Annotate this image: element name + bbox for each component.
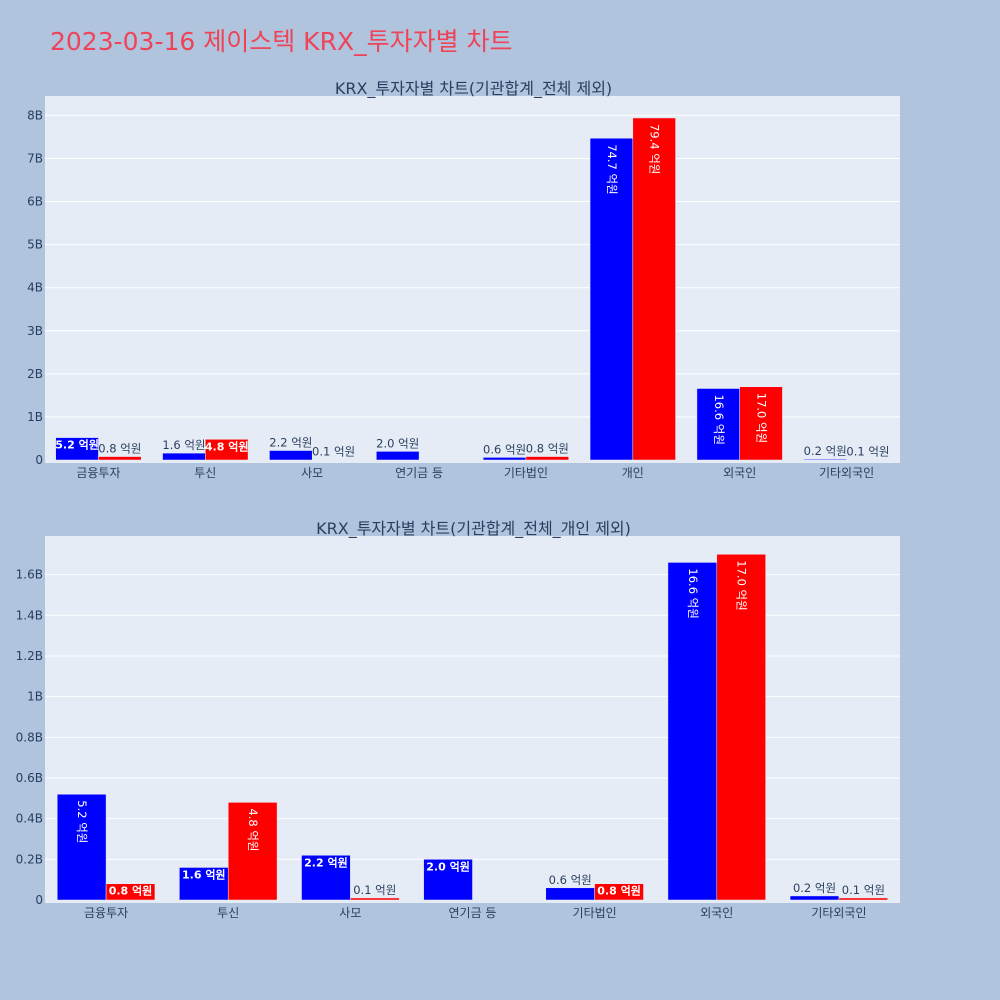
bar-data-label: 4.8 억원 <box>205 439 249 453</box>
bar-series-a <box>667 562 718 901</box>
bar-data-label: 79.4 억원 <box>648 124 662 174</box>
page-title: 2023-03-16 제이스텍 KRX_투자자별 차트 <box>50 27 513 56</box>
y-tick-label: 1B <box>27 690 43 704</box>
bar-series-b <box>205 439 249 461</box>
bar-data-label: 0.8 억원 <box>98 442 141 456</box>
bar-data-label: 1.6 억원 <box>162 438 205 452</box>
bar-series-a <box>696 388 740 461</box>
bar-data-label: 0.1 억원 <box>353 883 396 897</box>
bar-series-b <box>632 117 676 461</box>
bar-data-label: 5.2 억원 <box>55 438 99 452</box>
x-tick-label: 연기금 등 <box>449 906 497 920</box>
y-tick-label: 1.2B <box>16 649 43 663</box>
bar-series-b <box>525 456 569 461</box>
bar-data-label: 2.0 억원 <box>376 436 419 450</box>
bar-series-a <box>789 895 840 901</box>
y-tick-label: 5B <box>27 238 43 252</box>
bar-data-label: 74.7 억원 <box>605 144 619 194</box>
x-tick-label: 금융투자 <box>76 466 120 480</box>
y-tick-label: 0.4B <box>16 812 43 826</box>
x-tick-label: 기타법인 <box>504 466 548 480</box>
bar-series-a <box>269 450 313 461</box>
bar-data-label: 4.8 억원 <box>246 808 260 851</box>
x-tick-label: 금융투자 <box>84 906 128 920</box>
y-tick-label: 0.8B <box>16 730 43 744</box>
y-tick-label: 8B <box>27 108 43 122</box>
bar-data-label: 16.6 억원 <box>686 568 700 618</box>
bar-data-label: 0.1 억원 <box>842 883 885 897</box>
bar-series-a <box>56 794 107 901</box>
bar-series-b <box>105 883 156 901</box>
bar-series-b <box>716 554 766 901</box>
bar-series-b <box>739 386 783 461</box>
bar-data-label: 0.6 억원 <box>483 442 526 456</box>
x-tick-label: 연기금 등 <box>395 466 443 480</box>
bar-series-a <box>545 887 595 901</box>
chart-title: KRX_투자자별 차트(기관합계_전체 제외) <box>335 79 612 99</box>
y-tick-label: 0 <box>35 893 43 907</box>
bar-data-label: 2.2 억원 <box>269 436 312 450</box>
y-tick-label: 7B <box>27 151 43 165</box>
bar-series-a <box>376 451 420 461</box>
x-tick-label: 기타법인 <box>573 906 617 920</box>
bar-data-label: 1.6 억원 <box>182 867 226 881</box>
bar-series-b <box>594 883 644 901</box>
x-tick-label: 외국인 <box>723 466 756 480</box>
y-tick-label: 6B <box>27 195 43 209</box>
bar-data-label: 0.8 억원 <box>109 884 153 898</box>
bar-data-label: 0.1 억원 <box>312 445 355 459</box>
bar-data-label: 17.0 억원 <box>755 393 769 443</box>
x-tick-label: 개인 <box>622 466 644 480</box>
y-tick-label: 0 <box>35 453 43 467</box>
bar-data-label: 17.0 억원 <box>735 560 749 610</box>
bar-data-label: 0.2 억원 <box>804 444 847 458</box>
bar-series-a <box>55 437 99 461</box>
bar-data-label: 0.2 억원 <box>793 881 836 895</box>
bar-series-b <box>838 897 889 901</box>
bar-series-a <box>179 867 229 901</box>
x-tick-label: 외국인 <box>700 906 733 920</box>
x-tick-label: 사모 <box>301 466 323 480</box>
y-tick-label: 1B <box>27 410 43 424</box>
bar-data-label: 0.1 억원 <box>846 445 889 459</box>
y-tick-label: 1.6B <box>16 568 43 582</box>
x-tick-label: 기타외국인 <box>811 906 866 920</box>
plot-area <box>45 536 900 903</box>
x-tick-label: 사모 <box>339 906 361 920</box>
bar-series-a <box>589 137 634 461</box>
bar-series-b <box>350 897 400 901</box>
bar-data-label: 16.6 억원 <box>712 394 726 444</box>
y-tick-label: 0.2B <box>16 852 43 866</box>
bar-series-a <box>301 855 351 901</box>
bar-data-label: 0.6 억원 <box>549 873 592 887</box>
y-tick-label: 3B <box>27 324 43 338</box>
bar-data-label: 2.0 억원 <box>426 859 470 873</box>
bar-data-label: 5.2 억원 <box>75 800 89 843</box>
y-tick-label: 0.6B <box>16 771 43 785</box>
bar-data-label: 0.8 억원 <box>526 442 569 456</box>
y-tick-label: 2B <box>27 367 43 381</box>
bar-data-label: 2.2 억원 <box>304 855 348 869</box>
investor-chart-top: 0 1B 2B 3B 4B 5B 6B 7B 8B KRX_투자자별 차트(기관합계_전체 제외)… <box>27 79 900 480</box>
bar-series-a <box>423 859 473 901</box>
x-tick-label: 기타외국인 <box>819 466 874 480</box>
x-tick-label: 투신 <box>217 906 239 920</box>
bar-data-label: 0.8 억원 <box>597 884 641 898</box>
bar-series-b <box>98 456 142 461</box>
y-tick-label: 1.4B <box>16 608 43 622</box>
x-tick-label: 투신 <box>194 466 216 480</box>
chart-title: KRX_투자자별 차트(기관합계_전체_개인 제외) <box>316 519 631 539</box>
bar-series-b <box>227 802 278 901</box>
y-tick-label: 4B <box>27 281 43 295</box>
